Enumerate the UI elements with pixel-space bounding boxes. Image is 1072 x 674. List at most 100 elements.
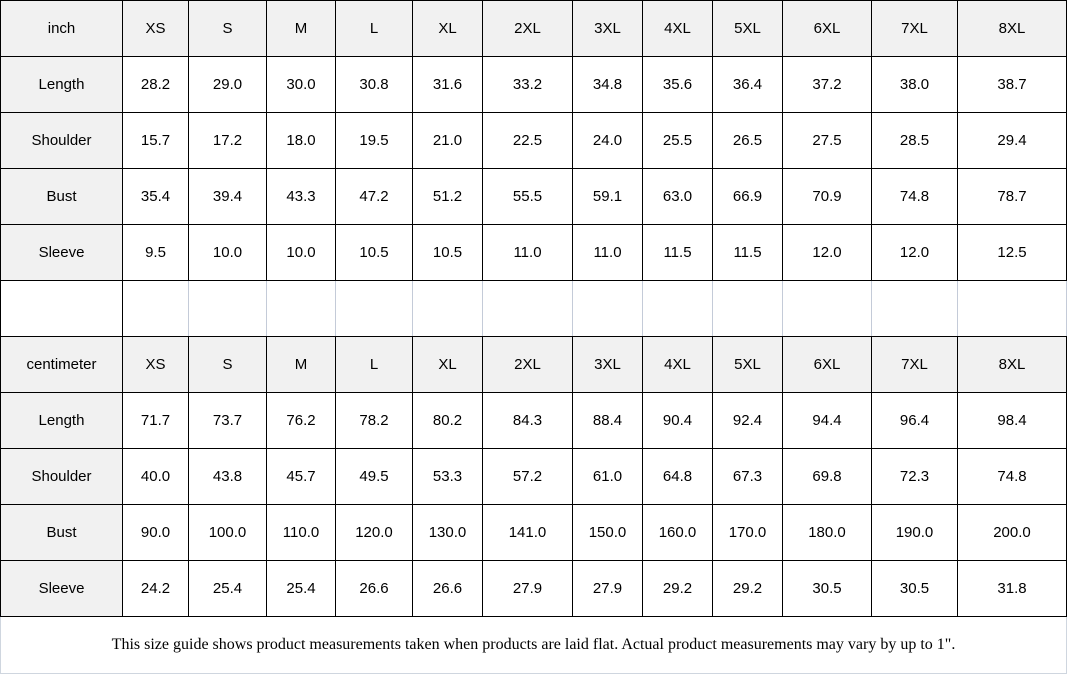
measurement-value-cell: 10.5 [335,224,413,281]
measurement-value-cell: 11.5 [712,224,783,281]
size-header-cell: XS [122,336,189,393]
size-header-cell: 5XL [712,336,783,393]
measurement-value-cell: 33.2 [482,56,573,113]
measurement-value-cell: 92.4 [712,392,783,449]
measurement-value-cell: 12.0 [782,224,872,281]
measurement-value-cell: 170.0 [712,504,783,561]
measurement-value-cell: 26.5 [712,112,783,169]
size-header-cell: 4XL [642,0,713,57]
measurement-value-cell: 9.5 [122,224,189,281]
size-header-cell: 7XL [871,0,958,57]
unit-header-cell: inch [0,0,123,57]
measurement-value-cell: 73.7 [188,392,267,449]
measurement-value-cell: 25.4 [266,560,336,617]
centimeter-header-row: centimeter XS S M L XL 2XL 3XL 4XL 5XL 6… [0,336,1067,393]
measurement-value-cell: 19.5 [335,112,413,169]
measurement-value-cell: 15.7 [122,112,189,169]
measurement-value-cell: 11.0 [572,224,643,281]
measurement-value-cell: 200.0 [957,504,1067,561]
measurement-value-cell: 38.0 [871,56,958,113]
table-row-inch-length: Length 28.2 29.0 30.0 30.8 31.6 33.2 34.… [0,56,1067,113]
measurement-value-cell: 63.0 [642,168,713,225]
measurement-label-cell: Sleeve [0,560,123,617]
measurement-value-cell: 26.6 [335,560,413,617]
spacer-cell [482,280,573,337]
measurement-value-cell: 72.3 [871,448,958,505]
spacer-cell [871,280,958,337]
measurement-label-cell: Shoulder [0,448,123,505]
measurement-value-cell: 27.9 [572,560,643,617]
measurement-value-cell: 55.5 [482,168,573,225]
measurement-value-cell: 37.2 [782,56,872,113]
measurement-value-cell: 100.0 [188,504,267,561]
measurement-value-cell: 28.5 [871,112,958,169]
measurement-value-cell: 30.5 [871,560,958,617]
spacer-cell [122,280,189,337]
measurement-value-cell: 31.6 [412,56,483,113]
measurement-value-cell: 160.0 [642,504,713,561]
measurement-value-cell: 27.5 [782,112,872,169]
measurement-value-cell: 24.0 [572,112,643,169]
measurement-value-cell: 66.9 [712,168,783,225]
size-header-cell: 6XL [782,0,872,57]
measurement-value-cell: 27.9 [482,560,573,617]
measurement-value-cell: 96.4 [871,392,958,449]
size-header-cell: 2XL [482,336,573,393]
measurement-value-cell: 94.4 [782,392,872,449]
table-row-inch-bust: Bust 35.4 39.4 43.3 47.2 51.2 55.5 59.1 … [0,168,1067,225]
size-header-cell: XL [412,0,483,57]
measurement-value-cell: 90.0 [122,504,189,561]
spacer-cell [335,280,413,337]
size-header-cell: 7XL [871,336,958,393]
measurement-value-cell: 28.2 [122,56,189,113]
table-row-inch-sleeve: Sleeve 9.5 10.0 10.0 10.5 10.5 11.0 11.0… [0,224,1067,281]
table-row-cm-length: Length 71.7 73.7 76.2 78.2 80.2 84.3 88.… [0,392,1067,449]
size-header-cell: 3XL [572,336,643,393]
measurement-label-cell: Sleeve [0,224,123,281]
measurement-value-cell: 43.3 [266,168,336,225]
inch-header-row: inch XS S M L XL 2XL 3XL 4XL 5XL 6XL 7XL… [0,0,1067,57]
measurement-value-cell: 80.2 [412,392,483,449]
spacer-cell [712,280,783,337]
size-header-cell: 5XL [712,0,783,57]
measurement-value-cell: 69.8 [782,448,872,505]
measurement-value-cell: 57.2 [482,448,573,505]
measurement-value-cell: 90.4 [642,392,713,449]
size-header-cell: L [335,0,413,57]
measurement-label-cell: Shoulder [0,112,123,169]
measurement-value-cell: 78.2 [335,392,413,449]
measurement-value-cell: 17.2 [188,112,267,169]
measurement-value-cell: 29.2 [712,560,783,617]
footnote: This size guide shows product measuremen… [0,616,1067,674]
spacer-cell [642,280,713,337]
measurement-value-cell: 180.0 [782,504,872,561]
size-header-cell: XS [122,0,189,57]
measurement-value-cell: 43.8 [188,448,267,505]
unit-header-cell: centimeter [0,336,123,393]
measurement-value-cell: 34.8 [572,56,643,113]
measurement-value-cell: 26.6 [412,560,483,617]
measurement-value-cell: 120.0 [335,504,413,561]
measurement-value-cell: 49.5 [335,448,413,505]
measurement-value-cell: 18.0 [266,112,336,169]
size-header-cell: XL [412,336,483,393]
measurement-value-cell: 12.0 [871,224,958,281]
measurement-value-cell: 24.2 [122,560,189,617]
measurement-value-cell: 12.5 [957,224,1067,281]
spacer-cell [957,280,1067,337]
measurement-label-cell: Length [0,56,123,113]
measurement-value-cell: 64.8 [642,448,713,505]
measurement-value-cell: 61.0 [572,448,643,505]
measurement-value-cell: 53.3 [412,448,483,505]
measurement-value-cell: 22.5 [482,112,573,169]
measurement-value-cell: 25.4 [188,560,267,617]
measurement-value-cell: 45.7 [266,448,336,505]
measurement-value-cell: 25.5 [642,112,713,169]
spacer-cell [572,280,643,337]
measurement-value-cell: 21.0 [412,112,483,169]
measurement-value-cell: 29.0 [188,56,267,113]
measurement-value-cell: 84.3 [482,392,573,449]
measurement-value-cell: 11.0 [482,224,573,281]
measurement-value-cell: 11.5 [642,224,713,281]
